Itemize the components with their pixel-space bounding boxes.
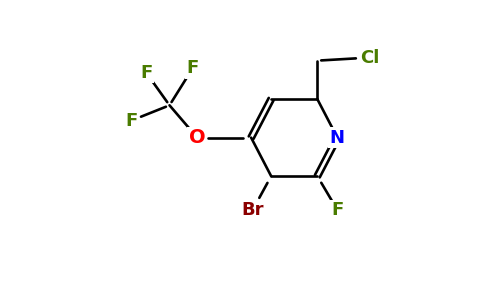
Text: N: N [330, 129, 345, 147]
Text: F: F [140, 64, 152, 82]
Text: F: F [331, 201, 344, 219]
Text: F: F [186, 59, 199, 77]
Text: Br: Br [242, 201, 264, 219]
Text: Cl: Cl [360, 49, 379, 67]
Text: F: F [125, 112, 137, 130]
Text: O: O [189, 128, 206, 147]
